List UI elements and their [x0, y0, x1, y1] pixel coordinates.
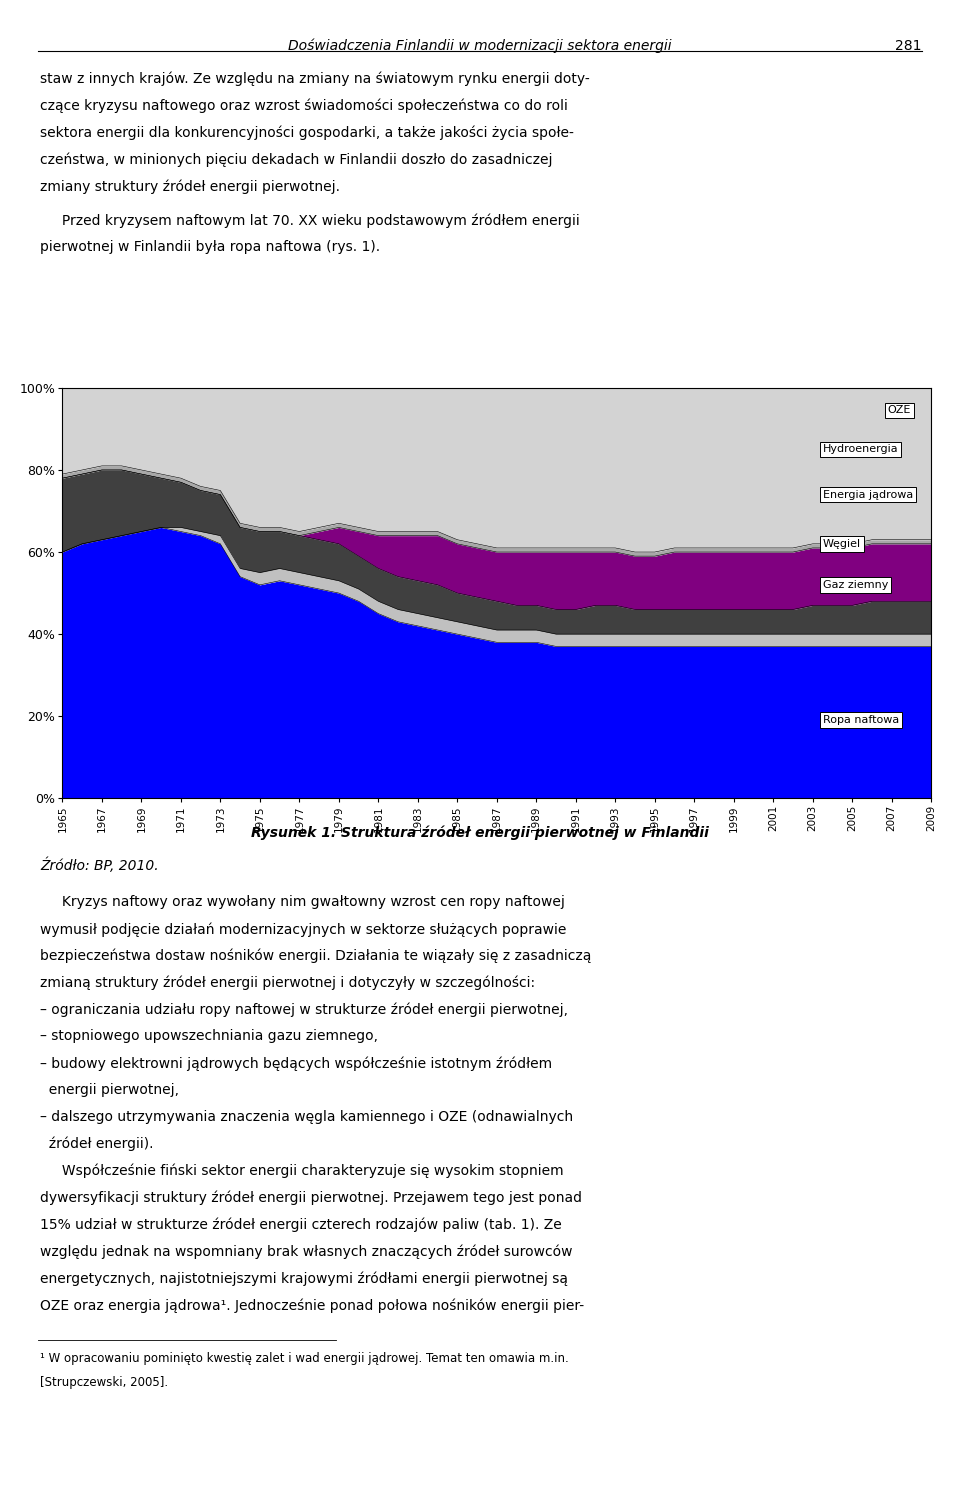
Text: Gaz ziemny: Gaz ziemny — [823, 580, 888, 589]
Text: sektora energii dla konkurencyjności gospodarki, a także jakości życia społe-: sektora energii dla konkurencyjności gos… — [40, 125, 574, 140]
Text: Rysunek 1. Struktura źródeł energii pierwotnej w Finlandii: Rysunek 1. Struktura źródeł energii pier… — [252, 825, 708, 840]
Text: OZE oraz energia jądrowa¹. Jednocześnie ponad połowa nośników energii pier-: OZE oraz energia jądrowa¹. Jednocześnie … — [40, 1298, 585, 1313]
Text: zmianą struktury źródeł energii pierwotnej i dotyczyły w szczególności:: zmianą struktury źródeł energii pierwotn… — [40, 976, 536, 991]
Text: czące kryzysu naftowego oraz wzrost świadomości społeczeństwa co do roli: czące kryzysu naftowego oraz wzrost świa… — [40, 98, 568, 113]
Text: [Strupczewski, 2005].: [Strupczewski, 2005]. — [40, 1376, 168, 1389]
Text: 281: 281 — [895, 39, 922, 52]
Text: Doświadczenia Finlandii w modernizacji sektora energii: Doświadczenia Finlandii w modernizacji s… — [288, 39, 672, 54]
Text: Kryzys naftowy oraz wywołany nim gwałtowny wzrost cen ropy naftowej: Kryzys naftowy oraz wywołany nim gwałtow… — [40, 895, 565, 909]
Text: – dalszego utrzymywania znaczenia węgla kamiennego i OZE (odnawialnych: – dalszego utrzymywania znaczenia węgla … — [40, 1110, 573, 1123]
Text: zmiany struktury źródeł energii pierwotnej.: zmiany struktury źródeł energii pierwotn… — [40, 179, 340, 194]
Text: Węgiel: Węgiel — [823, 539, 861, 549]
Text: pierwotnej w Finlandii była ropa naftowa (rys. 1).: pierwotnej w Finlandii była ropa naftowa… — [40, 240, 380, 254]
Text: Współcześnie fiński sektor energii charakteryzuje się wysokim stopniem: Współcześnie fiński sektor energii chara… — [40, 1164, 564, 1179]
Text: Hydroenergia: Hydroenergia — [823, 445, 899, 455]
Text: źródeł energii).: źródeł energii). — [40, 1137, 154, 1152]
Text: – ograniczania udziału ropy naftowej w strukturze źródeł energii pierwotnej,: – ograniczania udziału ropy naftowej w s… — [40, 1003, 568, 1018]
Text: Źródło: BP, 2010.: Źródło: BP, 2010. — [40, 858, 159, 873]
Text: bezpieczeństwa dostaw nośników energii. Działania te wiązały się z zasadniczą: bezpieczeństwa dostaw nośników energii. … — [40, 949, 591, 964]
Text: OZE: OZE — [888, 406, 911, 415]
Text: energetycznych, najistotniejszymi krajowymi źródłami energii pierwotnej są: energetycznych, najistotniejszymi krajow… — [40, 1271, 568, 1286]
Text: wymusił podjęcie działań modernizacyjnych w sektorze służących poprawie: wymusił podjęcie działań modernizacyjnyc… — [40, 922, 566, 937]
Text: czeństwa, w minionych pięciu dekadach w Finlandii doszło do zasadniczej: czeństwa, w minionych pięciu dekadach w … — [40, 152, 553, 167]
Text: – stopniowego upowszechniania gazu ziemnego,: – stopniowego upowszechniania gazu ziemn… — [40, 1029, 378, 1043]
Text: 15% udział w strukturze źródeł energii czterech rodzajów paliw (tab. 1). Ze: 15% udział w strukturze źródeł energii c… — [40, 1217, 562, 1232]
Text: ¹ W opracowaniu pominięto kwestię zalet i wad energii jądrowej. Temat ten omawia: ¹ W opracowaniu pominięto kwestię zalet … — [40, 1352, 569, 1365]
Text: Ropa naftowa: Ropa naftowa — [823, 715, 899, 725]
Text: staw z innych krajów. Ze względu na zmiany na światowym rynku energii doty-: staw z innych krajów. Ze względu na zmia… — [40, 72, 590, 87]
Text: Energia jądrowa: Energia jądrowa — [823, 489, 913, 500]
Text: – budowy elektrowni jądrowych będących współcześnie istotnym źródłem: – budowy elektrowni jądrowych będących w… — [40, 1056, 552, 1071]
Text: względu jednak na wspomniany brak własnych znaczących źródeł surowców: względu jednak na wspomniany brak własny… — [40, 1244, 573, 1259]
Text: dywersyfikacji struktury źródeł energii pierwotnej. Przejawem tego jest ponad: dywersyfikacji struktury źródeł energii … — [40, 1191, 583, 1206]
Text: Przed kryzysem naftowym lat 70. XX wieku podstawowym źródłem energii: Przed kryzysem naftowym lat 70. XX wieku… — [40, 213, 580, 228]
Text: energii pierwotnej,: energii pierwotnej, — [40, 1083, 180, 1097]
